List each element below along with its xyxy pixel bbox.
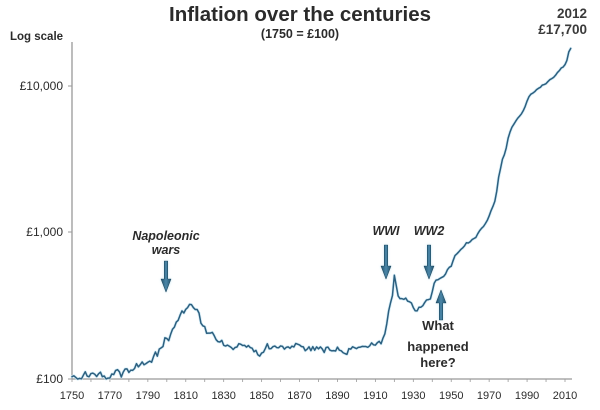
svg-text:£10,000: £10,000 [20, 79, 64, 93]
svg-text:1790: 1790 [136, 390, 160, 402]
svg-text:£100: £100 [36, 372, 63, 386]
svg-text:1830: 1830 [211, 390, 235, 402]
svg-text:here?: here? [420, 355, 455, 370]
svg-text:1770: 1770 [98, 390, 122, 402]
svg-text:Inflation over the centuries: Inflation over the centuries [169, 3, 431, 26]
svg-text:1990: 1990 [515, 390, 539, 402]
svg-text:2010: 2010 [553, 390, 577, 402]
svg-text:(1750 = £100): (1750 = £100) [261, 27, 339, 41]
svg-text:£1,000: £1,000 [26, 225, 63, 239]
svg-text:1870: 1870 [287, 390, 311, 402]
svg-text:wars: wars [152, 243, 181, 257]
svg-text:1930: 1930 [401, 390, 425, 402]
svg-text:WW2: WW2 [414, 224, 445, 238]
svg-text:2012: 2012 [557, 6, 587, 21]
svg-text:1970: 1970 [477, 390, 501, 402]
svg-text:1810: 1810 [174, 390, 198, 402]
svg-text:WWI: WWI [372, 224, 400, 238]
svg-text:£17,700: £17,700 [538, 22, 587, 37]
svg-text:Napoleonic: Napoleonic [132, 229, 199, 243]
svg-text:1890: 1890 [325, 390, 349, 402]
svg-text:1950: 1950 [439, 390, 463, 402]
svg-text:happened: happened [407, 339, 468, 354]
svg-text:1850: 1850 [249, 390, 273, 402]
svg-text:What: What [422, 318, 454, 333]
svg-text:Log scale: Log scale [10, 31, 63, 43]
svg-text:1750: 1750 [60, 390, 84, 402]
svg-text:1910: 1910 [363, 390, 387, 402]
